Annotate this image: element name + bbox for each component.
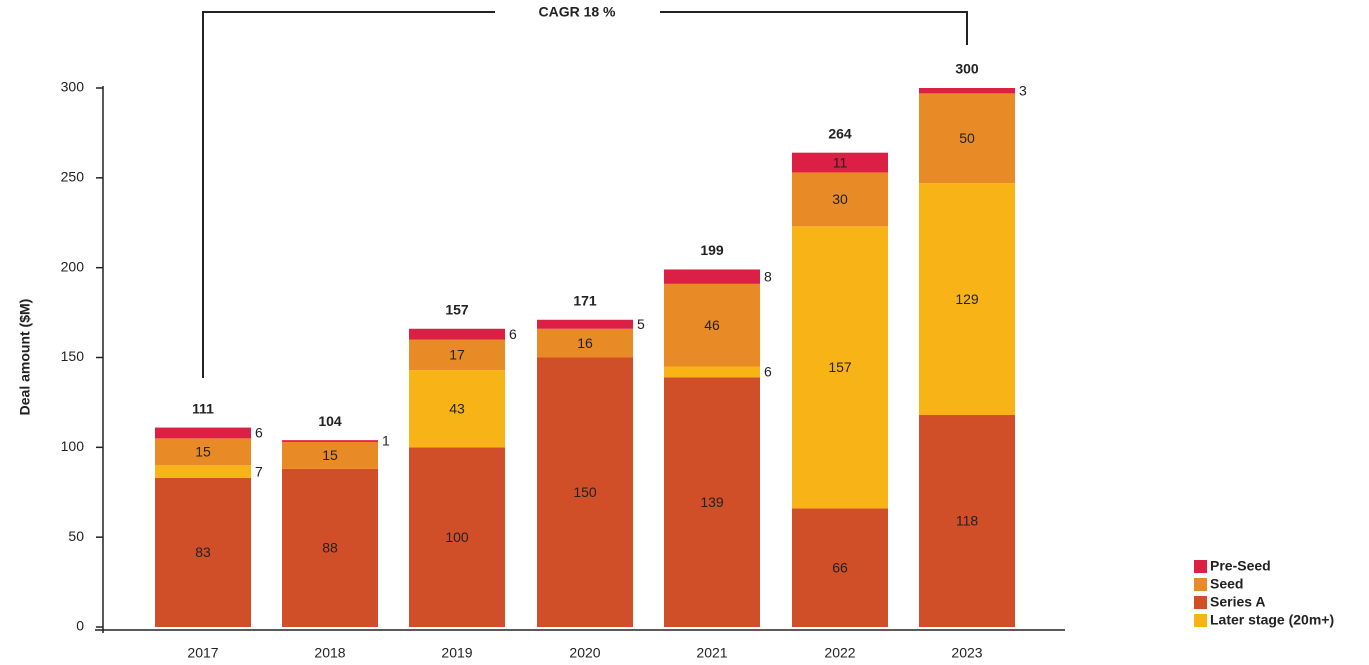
data-label: 100	[445, 529, 469, 545]
total-label: 171	[573, 292, 597, 308]
total-label: 104	[318, 413, 342, 429]
x-tick-label: 2022	[824, 645, 855, 661]
data-label: 11	[833, 154, 848, 170]
bar-segment	[792, 172, 888, 227]
bar-segment	[155, 438, 251, 466]
data-label: 17	[449, 347, 465, 363]
annotation: CAGR 18 %	[538, 4, 616, 20]
cagr-bracket	[202, 11, 495, 378]
y-tick-label: 300	[61, 79, 85, 95]
data-label: 8	[764, 268, 772, 284]
total-label: 199	[700, 242, 724, 258]
total-label: 157	[445, 301, 469, 317]
data-label: 1	[382, 433, 390, 449]
legend-swatch	[1194, 596, 1207, 609]
y-axis-label: Deal amount ($M)	[17, 299, 33, 416]
bar-segment	[409, 339, 505, 371]
y-tick-label: 100	[61, 438, 85, 454]
bar-segment	[792, 226, 888, 509]
data-label: 83	[195, 544, 211, 560]
bar-segment	[919, 88, 1015, 94]
legend-swatch	[1194, 560, 1207, 573]
data-label: 157	[828, 359, 852, 375]
data-label: 15	[195, 444, 211, 460]
bar-segment	[919, 183, 1015, 415]
bar-segment	[409, 447, 505, 627]
x-tick-label: 2018	[314, 645, 345, 661]
data-label: 46	[704, 317, 720, 333]
data-label: 50	[959, 130, 975, 146]
data-label: 129	[955, 291, 979, 307]
x-tick-label: 2020	[569, 645, 600, 661]
bar-segment	[537, 357, 633, 627]
bar-segment	[664, 366, 760, 378]
x-tick-label: 2019	[441, 645, 472, 661]
data-label: 7	[255, 463, 263, 479]
legend-swatch	[1194, 578, 1207, 591]
y-tick-label: 250	[61, 169, 85, 185]
data-label: 16	[577, 335, 593, 351]
bar-segment	[155, 427, 251, 439]
bar-segment	[664, 283, 760, 367]
y-tick-label: 200	[61, 258, 85, 274]
y-tick-label: 150	[61, 348, 85, 364]
bar-segment	[409, 328, 505, 340]
x-tick-label: 2021	[696, 645, 727, 661]
bar-segment	[919, 93, 1015, 184]
y-tick-label: 0	[76, 618, 84, 634]
legend-label: Later stage (20m+)	[1210, 612, 1334, 628]
data-label: 30	[832, 191, 848, 207]
x-tick-label: 2017	[187, 645, 218, 661]
bar-segment	[537, 328, 633, 358]
cagr-bracket	[660, 11, 968, 45]
data-label: 15	[322, 447, 338, 463]
total-label: 111	[192, 400, 214, 416]
data-label: 6	[255, 425, 263, 441]
total-label: 264	[828, 125, 852, 141]
legend-label: Series A	[1210, 594, 1266, 610]
data-label: 43	[449, 400, 465, 416]
data-label: 6	[509, 326, 517, 342]
bar-segment	[664, 377, 760, 627]
data-label: 150	[573, 484, 597, 500]
bar-segment	[664, 269, 760, 284]
data-label: 3	[1019, 82, 1027, 98]
legend-label: Seed	[1210, 576, 1243, 592]
data-label: 118	[956, 513, 979, 529]
legend-label: Pre-Seed	[1210, 558, 1271, 574]
bar-segment	[155, 477, 251, 627]
bar-segment	[792, 152, 888, 173]
bar-segment	[282, 468, 378, 627]
bar-segment	[409, 370, 505, 448]
bar-segment	[919, 414, 1015, 627]
bar-segment	[282, 440, 378, 442]
data-label: 88	[322, 540, 338, 556]
data-label: 6	[764, 364, 772, 380]
x-tick-label: 2023	[951, 645, 982, 661]
legend-swatch	[1194, 614, 1207, 627]
bar-segment	[155, 465, 251, 478]
y-tick-label: 50	[68, 528, 84, 544]
data-label: 66	[832, 559, 848, 575]
data-label: 5	[637, 316, 645, 332]
bar-segment	[792, 508, 888, 627]
total-label: 300	[955, 61, 979, 77]
data-label: 139	[700, 494, 724, 510]
bar-segment	[282, 441, 378, 469]
bar-segment	[537, 319, 633, 329]
